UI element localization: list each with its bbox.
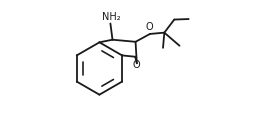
Text: O: O — [145, 22, 153, 32]
Text: NH₂: NH₂ — [102, 12, 120, 22]
Text: O: O — [132, 60, 140, 70]
